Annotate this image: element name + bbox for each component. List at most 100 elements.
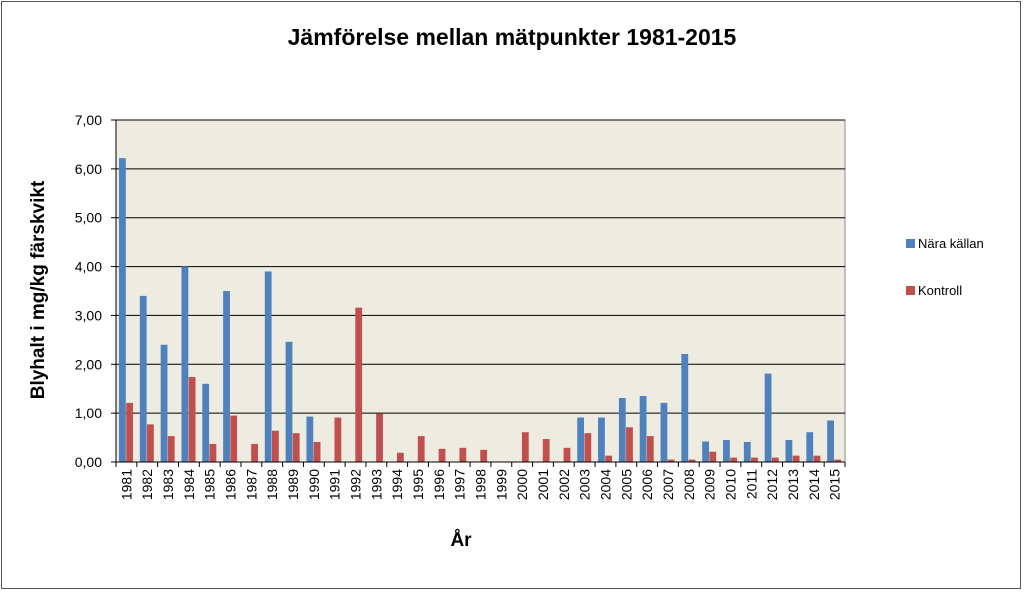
bar-kontroll (126, 402, 133, 462)
legend-label: Kontroll (918, 283, 962, 298)
x-axis-title: År (450, 530, 472, 551)
bar-kontroll (688, 459, 696, 462)
y-tick-label: 1,00 (75, 405, 102, 421)
x-tick-label: 2002 (556, 469, 572, 500)
bar-kontroll (667, 459, 675, 462)
x-tick-label: 1983 (160, 469, 176, 500)
x-tick-label: 1990 (306, 469, 322, 500)
bar-kontroll (459, 447, 467, 462)
bar-kontroll (209, 443, 217, 462)
bar-kontroll (438, 448, 446, 462)
bar-kontroll (646, 436, 654, 462)
x-tick-label: 2012 (764, 469, 780, 500)
axes: 0,00 1,00 2,00 3,00 4,00 5,00 6,00 7,00 1981 1982… (75, 112, 846, 500)
x-tick-label: 2007 (660, 469, 676, 500)
bar-nara-kallan (618, 397, 626, 462)
bar-nara-kallan (806, 432, 814, 462)
x-tick-label: 2003 (577, 469, 593, 500)
bar-kontroll (542, 439, 550, 462)
bar-kontroll (334, 417, 342, 462)
x-tick-label: 1994 (389, 469, 405, 500)
y-axis-title: Blyhalt i mg/kg färskvikt (28, 180, 49, 399)
y-tick-label: 5,00 (75, 210, 102, 226)
x-tick-label: 1984 (181, 469, 197, 500)
bar-nara-kallan (139, 295, 147, 462)
x-tick-label: 1997 (452, 469, 468, 500)
bar-nara-kallan (119, 158, 126, 462)
bar-kontroll (313, 441, 321, 462)
x-tick-label: 1993 (368, 469, 384, 500)
bar-kontroll (709, 451, 717, 462)
x-tick-label: 1998 (473, 469, 489, 500)
bar-kontroll (813, 455, 821, 462)
bar-kontroll (417, 436, 425, 462)
y-tick-label: 7,00 (75, 112, 102, 128)
x-tick-label: 2008 (681, 469, 697, 500)
bar-kontroll (251, 443, 258, 462)
x-tick-label: 1999 (493, 469, 509, 500)
bar-nara-kallan (285, 341, 293, 462)
bar-kontroll (771, 457, 779, 462)
x-tick-label: 2014 (806, 469, 822, 500)
y-tick-label: 6,00 (75, 161, 102, 177)
legend-label: Nära källan (918, 236, 984, 251)
y-tick-label: 0,00 (75, 454, 102, 470)
bar-nara-kallan (306, 416, 314, 462)
y-tick-label: 3,00 (75, 307, 102, 323)
bar-kontroll (167, 436, 175, 462)
bar-nara-kallan (598, 417, 605, 462)
bar-nara-kallan (827, 420, 834, 462)
bar-kontroll (521, 432, 529, 462)
x-tick-label: 1995 (410, 469, 426, 500)
bar-kontroll (396, 452, 404, 462)
bar-kontroll (376, 413, 383, 462)
bar-nara-kallan (577, 417, 585, 462)
x-tick-label: 1986 (223, 469, 239, 500)
x-tick-label: 2006 (639, 469, 655, 500)
x-tick-label: 1989 (285, 469, 301, 500)
bar-nara-kallan (202, 383, 210, 462)
x-tick-label: 1992 (348, 469, 364, 500)
bar-kontroll (292, 433, 300, 462)
bar-kontroll (626, 427, 633, 462)
x-tick-label: 1985 (202, 469, 218, 500)
bar-nara-kallan (639, 396, 647, 462)
bar-kontroll (272, 430, 279, 462)
x-tick-label: 2005 (618, 469, 634, 500)
y-tick-label: 2,00 (75, 356, 102, 372)
bar-kontroll (188, 376, 196, 462)
bar-kontroll (147, 424, 154, 462)
bars (119, 158, 842, 462)
x-tick-label: 2001 (535, 469, 551, 500)
x-tick-label: 1988 (264, 469, 280, 500)
legend-swatch (906, 239, 915, 248)
bar-nara-kallan (264, 271, 272, 462)
x-tick-label: 2011 (743, 469, 759, 499)
x-tick-label: 2013 (785, 469, 801, 500)
x-tick-label: 2000 (514, 469, 530, 500)
bar-nara-kallan (743, 441, 751, 462)
bar-nara-kallan (681, 354, 689, 462)
bar-kontroll (834, 459, 842, 462)
chart-title: Jämförelse mellan mätpunkter 1981-2015 (287, 24, 737, 50)
bar-nara-kallan (723, 440, 730, 462)
bar-kontroll (730, 457, 738, 462)
bar-kontroll (355, 307, 363, 462)
x-tick-label: 1982 (139, 469, 155, 500)
x-tick-label: 1981 (118, 469, 134, 500)
bar-nara-kallan (702, 441, 709, 462)
bar-kontroll (584, 433, 592, 462)
legend-swatch (906, 286, 915, 295)
bar-kontroll (230, 415, 238, 462)
bar-nara-kallan (223, 291, 230, 462)
x-tick-label: 1996 (431, 469, 447, 500)
y-tick-label: 4,00 (75, 259, 102, 275)
bar-nara-kallan (764, 373, 772, 462)
bar-nara-kallan (160, 344, 168, 462)
gridlines (116, 119, 845, 414)
bar-nara-kallan (785, 440, 793, 462)
bar-nara-kallan (660, 402, 668, 462)
legend: Nära källan Kontroll (906, 236, 984, 298)
x-tick-label: 1987 (243, 469, 259, 500)
